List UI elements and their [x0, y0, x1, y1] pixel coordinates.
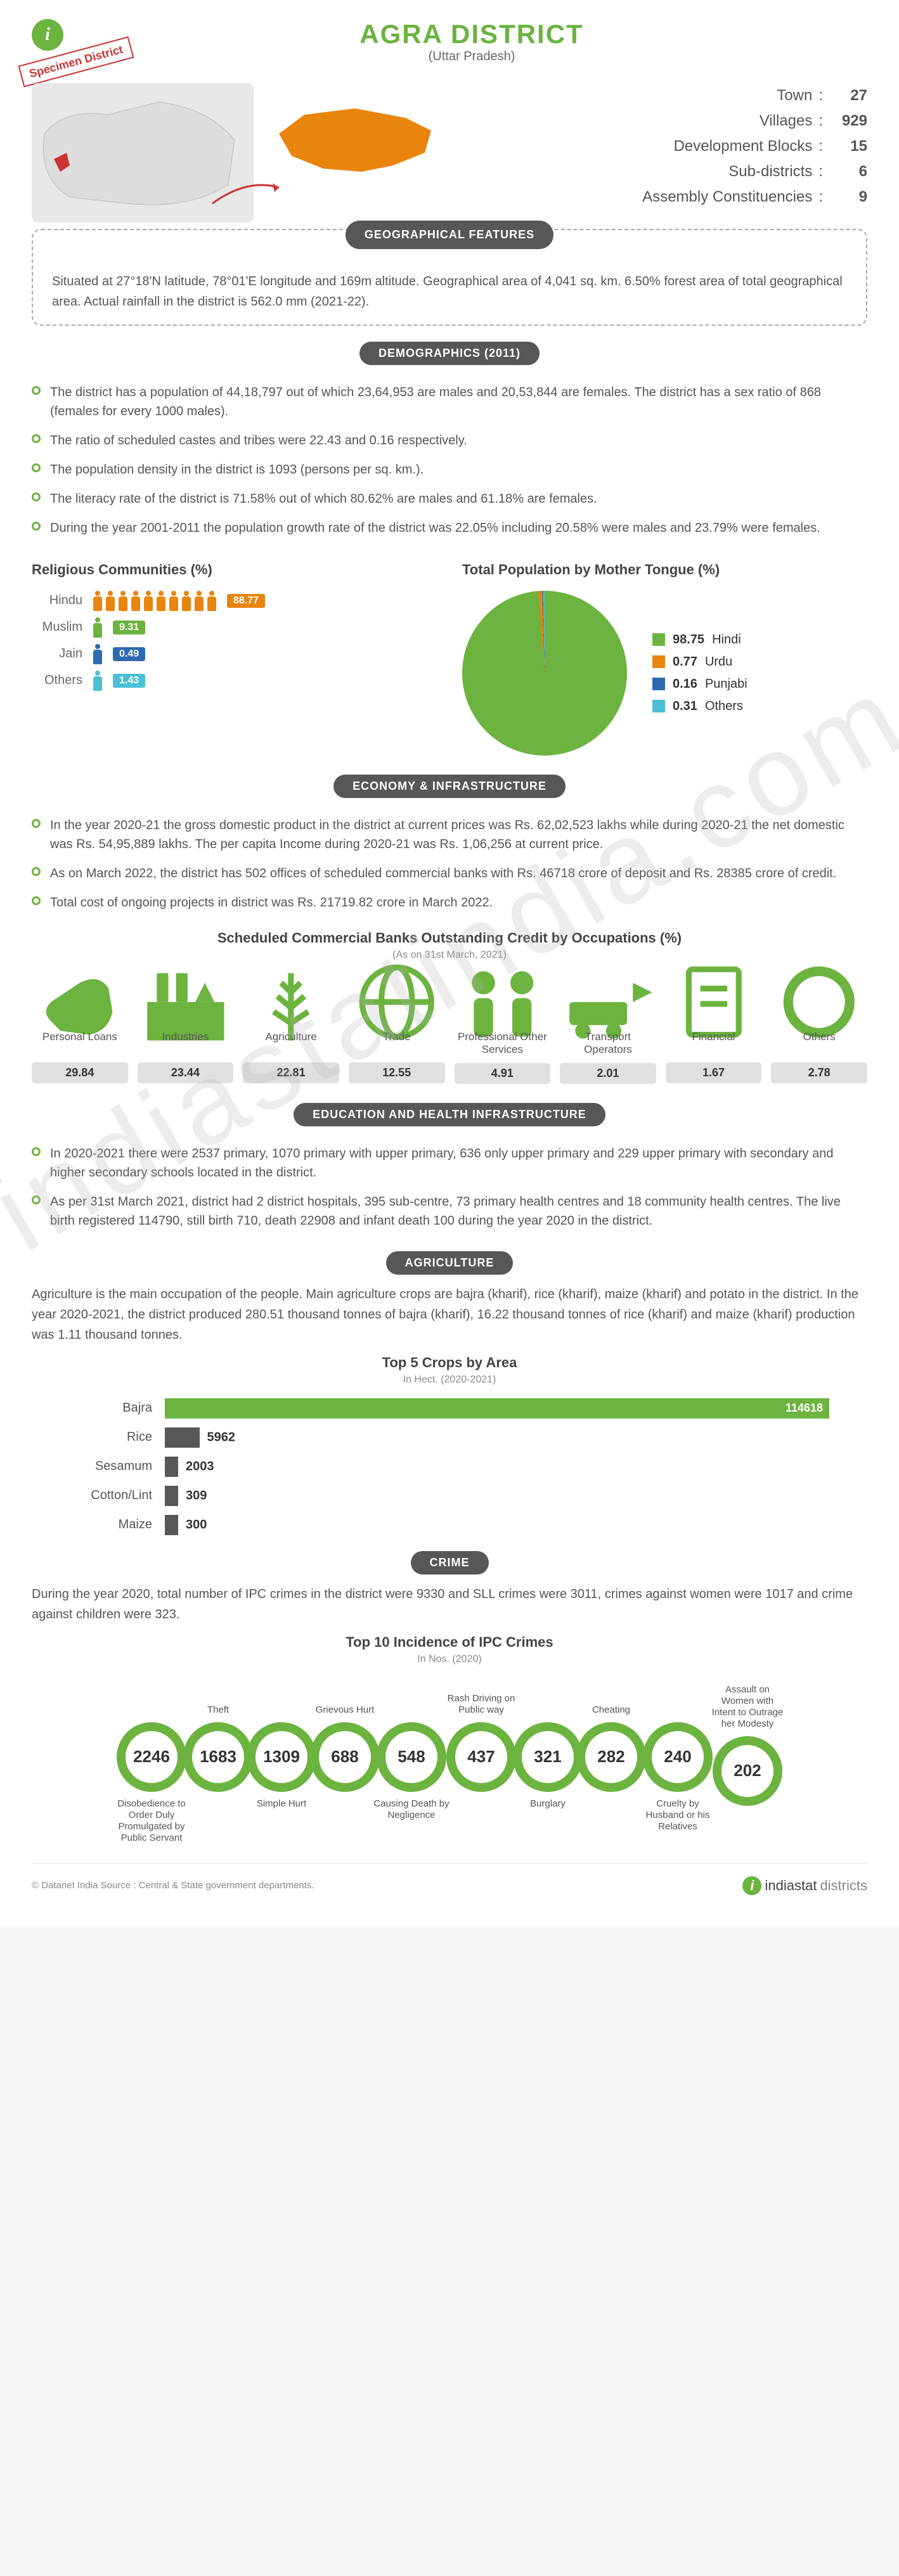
mother-tongue-block: Total Population by Mother Tongue (%) 98… — [462, 562, 867, 756]
credit-item: Industries23.44 — [138, 980, 234, 1084]
crops-subtitle: In Hect. (2020-2021) — [32, 1374, 867, 1386]
education-bullets: In 2020-2021 there were 2537 primary, 10… — [32, 1139, 867, 1235]
crime-item: Cheating282 — [576, 1684, 646, 1844]
religion-title: Religious Communities (%) — [32, 562, 437, 578]
bullet-item: As per 31st March 2021, district had 2 d… — [32, 1187, 867, 1235]
wheat-icon — [243, 980, 339, 1024]
geo-box: GEOGRAPHICAL FEATURES Situated at 27°18'… — [32, 229, 867, 326]
crime-item: 321Burglary — [513, 1684, 583, 1844]
crop-bar-row: Maize300 — [70, 1515, 829, 1535]
section-header-economy: ECONOMY & INFRASTRUCTURE — [333, 775, 566, 798]
demographics-bullets: The district has a population of 44,18,7… — [32, 378, 867, 543]
people-icon — [455, 980, 551, 1024]
header: i AGRA DISTRICT (Uttar Pradesh) — [32, 19, 867, 64]
crops-title: Top 5 Crops by Area — [32, 1355, 867, 1371]
legend-item: 0.31Others — [652, 695, 747, 718]
religion-block: Religious Communities (%) Hindu88.77 Musl… — [32, 562, 437, 756]
credit-item: Agriculture22.81 — [243, 980, 339, 1084]
crop-bar-row: Sesamum2003 — [70, 1457, 829, 1477]
pie-chart — [462, 591, 627, 756]
crime-item: 1309Simple Hurt — [247, 1684, 316, 1844]
map-container — [32, 83, 412, 222]
bullet-item: The ratio of scheduled castes and tribes… — [32, 426, 867, 455]
crime-item: 2246Disobedience to Order Duly Promulgat… — [113, 1684, 190, 1844]
crime-item: Theft1683 — [183, 1684, 253, 1844]
section-header-agriculture: AGRICULTURE — [386, 1251, 514, 1275]
stat-row: Assembly Constituencies:9 — [437, 184, 867, 210]
district-shape — [266, 96, 444, 184]
info-icon: i — [32, 19, 63, 51]
credit-item: Trade12.55 — [349, 980, 445, 1084]
page-subtitle: (Uttar Pradesh) — [76, 49, 867, 64]
crop-bar-row: Bajra114618 — [70, 1398, 829, 1419]
credit-item: Financial1.67 — [666, 980, 762, 1084]
footer: © Datanet India Source : Central & State… — [32, 1863, 867, 1908]
bullet-item: During the year 2001-2011 the population… — [32, 513, 867, 543]
crime-item: Rash Driving on Public way437 — [443, 1684, 519, 1844]
bullet-item: In the year 2020-21 the gross domestic p… — [32, 811, 867, 859]
crime-item: 240Cruelty by Husband or his Relatives — [640, 1684, 716, 1844]
section-header-education: EDUCATION AND HEALTH INFRASTRUCTURE — [294, 1103, 605, 1126]
credit-title: Scheduled Commercial Banks Outstanding C… — [32, 930, 867, 946]
top-stats: Town:27Villages:929Development Blocks:15… — [437, 83, 867, 222]
footer-copyright: © Datanet India Source : Central & State… — [32, 1880, 314, 1891]
bullet-item: The district has a population of 44,18,7… — [32, 378, 867, 426]
legend-item: 0.77Urdu — [652, 651, 747, 673]
agriculture-text: Agriculture is the main occupation of th… — [32, 1284, 867, 1345]
credit-row: Personal Loans29.84Industries23.44Agricu… — [32, 980, 867, 1084]
religion-row: Muslim9.31 — [32, 617, 437, 638]
factory-icon — [138, 980, 234, 1024]
credit-item: Others2.78 — [771, 980, 867, 1084]
crime-title: Top 10 Incidence of IPC Crimes — [32, 1634, 867, 1651]
stat-row: Development Blocks:15 — [437, 134, 867, 159]
crime-item: Grievous Hurt688 — [310, 1684, 380, 1844]
section-header-demographics: DEMOGRAPHICS (2011) — [359, 342, 540, 365]
legend-item: 0.16Punjabi — [652, 673, 747, 695]
doc-icon — [666, 980, 762, 1024]
crime-item: 548Causing Death by Negligence — [373, 1684, 450, 1844]
bullet-item: Total cost of ongoing projects in distri… — [32, 888, 867, 917]
circle-icon — [771, 980, 867, 1024]
stat-row: Sub-districts:6 — [437, 159, 867, 184]
globe-icon — [349, 980, 445, 1024]
section-header-geo: GEOGRAPHICAL FEATURES — [346, 221, 553, 249]
crime-row: 2246Disobedience to Order Duly Promulgat… — [32, 1684, 867, 1844]
geo-text: Situated at 27°18'N latitude, 78°01'E lo… — [52, 271, 847, 312]
legend-item: 98.75Hindi — [652, 629, 747, 651]
religion-row: Others1.43 — [32, 671, 437, 691]
bullet-item: The literacy rate of the district is 71.… — [32, 484, 867, 513]
bullet-item: In 2020-2021 there were 2537 primary, 10… — [32, 1139, 867, 1187]
stat-row: Town:27 — [437, 83, 867, 108]
section-header-crime: CRIME — [411, 1551, 489, 1575]
bullet-item: The population density in the district i… — [32, 455, 867, 484]
credit-item: Transport Operators2.01 — [560, 980, 656, 1084]
hand-icon — [32, 980, 128, 1024]
religion-row: Jain0.49 — [32, 644, 437, 664]
mother-tongue-title: Total Population by Mother Tongue (%) — [462, 562, 867, 578]
pie-legend: 98.75Hindi0.77Urdu0.16Punjabi0.31Others — [652, 629, 747, 718]
crime-subtitle: In Nos. (2020) — [32, 1654, 867, 1665]
crop-bar-row: Rice5962 — [70, 1427, 829, 1448]
crime-text: During the year 2020, total number of IP… — [32, 1584, 867, 1625]
religion-row: Hindu88.77 — [32, 591, 437, 611]
transport-icon — [560, 980, 656, 1024]
crop-bar-row: Cotton/Lint309 — [70, 1486, 829, 1506]
economy-bullets: In the year 2020-21 the gross domestic p… — [32, 811, 867, 917]
footer-logo: i indiastatdistricts — [742, 1876, 867, 1895]
credit-item: Professional Other Services4.91 — [455, 980, 551, 1084]
credit-item: Personal Loans29.84 — [32, 980, 128, 1084]
crops-chart: Bajra114618 Rice5962 Sesamum2003 Cotton/Lin… — [70, 1398, 829, 1535]
page-title: AGRA DISTRICT — [76, 19, 867, 49]
stat-row: Villages:929 — [437, 108, 867, 134]
bullet-item: As on March 2022, the district has 502 o… — [32, 859, 867, 888]
crime-item: Assault on Women with Intent to Outrage … — [709, 1684, 786, 1844]
